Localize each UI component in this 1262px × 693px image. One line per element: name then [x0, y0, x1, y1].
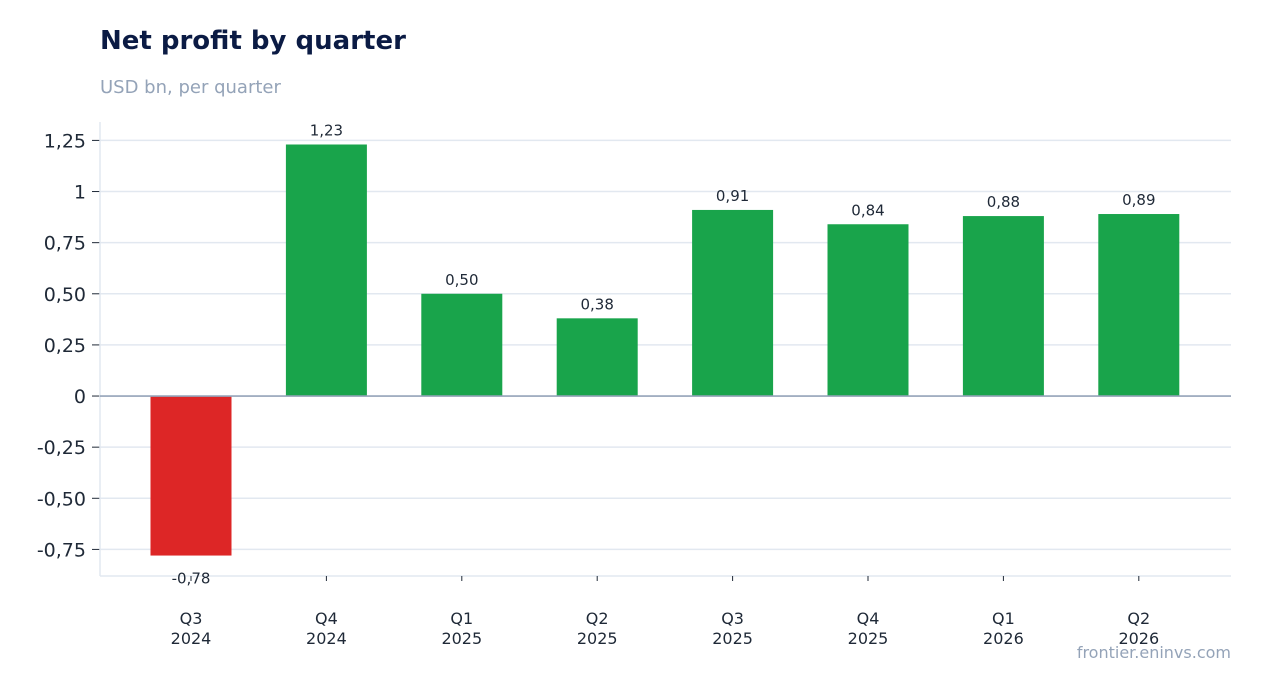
data-label: 0,50: [445, 271, 478, 289]
y-tick-label: -0,50: [37, 488, 86, 510]
bar: [285, 144, 367, 397]
y-tick-label: 0,25: [44, 335, 86, 357]
bar: [150, 396, 232, 556]
chart-title: Net profit by quarter: [100, 26, 406, 56]
x-tick-label: Q4 2025: [848, 609, 889, 648]
x-tick-label: Q1 2025: [441, 609, 482, 648]
y-tick-label: 0,75: [44, 233, 86, 255]
y-tick-label: 1: [74, 182, 86, 204]
chart-subtitle: USD bn, per quarter: [100, 77, 281, 98]
x-tick-label: Q3 2024: [171, 609, 212, 648]
data-label: 1,23: [310, 121, 343, 139]
bar: [962, 216, 1044, 397]
x-tick-label: Q4 2024: [306, 609, 347, 648]
bar: [421, 293, 503, 397]
data-label: 0,91: [716, 187, 749, 205]
y-tick-label: 0: [74, 386, 86, 408]
data-label: 0,89: [1122, 191, 1155, 209]
x-tick-label: Q1 2026: [983, 609, 1024, 648]
data-label: 0,84: [851, 201, 884, 219]
data-label: 0,38: [580, 295, 613, 313]
y-tick-label: 1,25: [44, 130, 86, 152]
data-label: 0,88: [987, 193, 1020, 211]
x-tick-label: Q2 2026: [1118, 609, 1159, 648]
bar: [1098, 214, 1180, 397]
y-tick-label: 0,50: [44, 284, 86, 306]
x-tick-label: Q3 2025: [712, 609, 753, 648]
bar: [556, 318, 638, 397]
bar: [692, 209, 774, 397]
y-tick-label: -0,25: [37, 437, 86, 459]
y-tick-label: -0,75: [37, 539, 86, 561]
bar: [827, 224, 909, 397]
source-credit: frontier.eninvs.com: [1076, 643, 1231, 662]
x-tick-label: Q2 2025: [577, 609, 618, 648]
